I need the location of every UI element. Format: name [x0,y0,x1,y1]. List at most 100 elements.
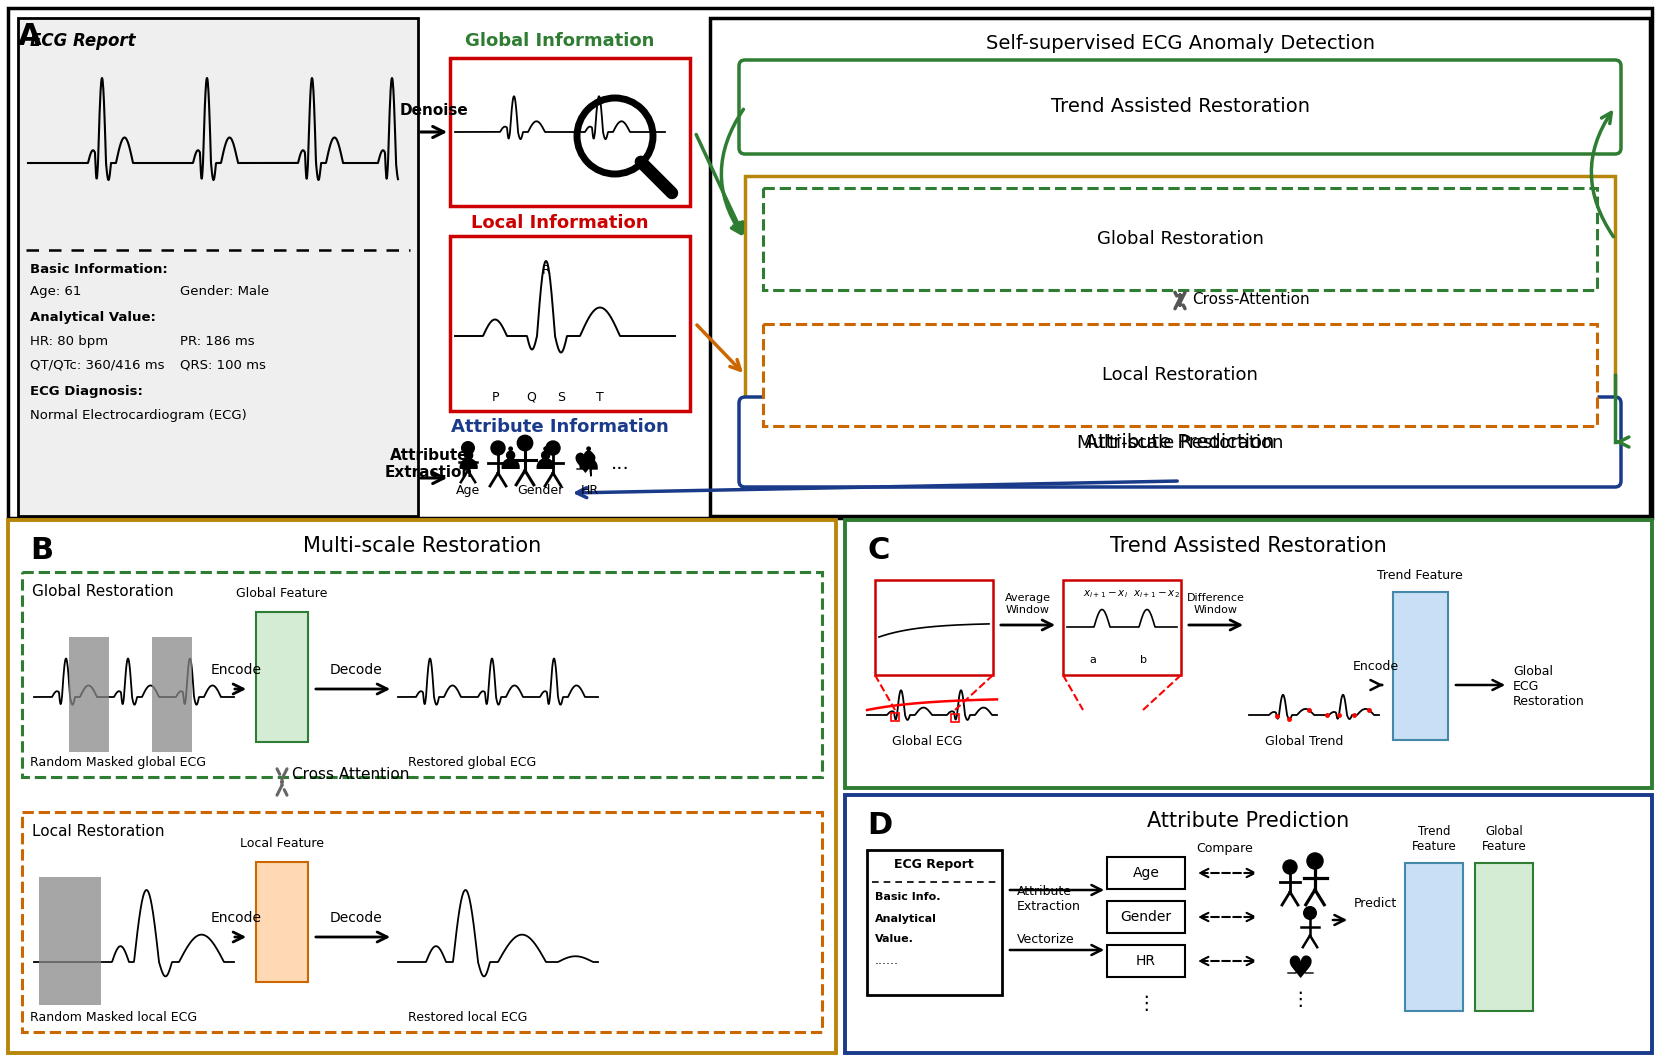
Text: Restored local ECG: Restored local ECG [408,1011,528,1024]
Circle shape [546,441,559,455]
Text: Vectorize: Vectorize [1018,933,1074,946]
Circle shape [491,441,505,455]
Text: Encode: Encode [211,663,262,677]
Text: HR: HR [581,484,599,497]
Text: S: S [558,392,564,404]
Bar [450,236,691,411]
Text: Analytical: Analytical [875,914,936,924]
Bar [710,18,1650,516]
Bar [1107,901,1185,933]
Text: ♟: ♟ [574,446,601,475]
Text: ECG Report: ECG Report [895,858,974,871]
Text: ECG Report: ECG Report [30,32,136,50]
Text: ...: ... [611,454,629,473]
Text: Predict: Predict [1353,897,1396,910]
Text: HR: HR [1135,954,1155,968]
Bar [845,795,1652,1053]
Text: Analytical Value:: Analytical Value: [30,311,156,324]
Text: Attribute Prediction: Attribute Prediction [1147,811,1350,831]
Bar [18,18,418,516]
Circle shape [461,441,475,454]
Text: b: b [1139,655,1147,665]
Text: Decode: Decode [330,663,382,677]
Text: Attribute
Extraction: Attribute Extraction [385,448,473,481]
Bar [450,58,691,206]
Text: Global Feature: Global Feature [236,587,327,601]
Text: Trend Assisted Restoration: Trend Assisted Restoration [1109,536,1386,556]
Text: Cross Attention: Cross Attention [292,767,410,782]
Text: ⋮: ⋮ [1135,994,1155,1013]
Text: ♟: ♟ [455,446,481,475]
Bar [1404,863,1462,1011]
Text: Global Restoration: Global Restoration [32,584,174,599]
Text: Trend
Feature: Trend Feature [1411,825,1456,853]
Text: Encode: Encode [1353,660,1399,673]
Text: R: R [541,264,551,277]
Text: A: A [18,22,42,51]
Text: HR: 80 bpm: HR: 80 bpm [30,335,108,348]
Text: Gender: Gender [516,484,563,497]
Text: Restored global ECG: Restored global ECG [408,756,536,769]
Text: Attribute Prediction: Attribute Prediction [1086,433,1275,452]
Bar [875,580,993,675]
Bar [764,324,1597,427]
Circle shape [1306,853,1323,869]
Text: Cross-Attention: Cross-Attention [1192,293,1310,308]
Text: Basic Information:: Basic Information: [30,263,168,276]
Text: Global
ECG
Restoration: Global ECG Restoration [1512,665,1585,708]
Text: Self-supervised ECG Anomaly Detection: Self-supervised ECG Anomaly Detection [986,34,1374,53]
Text: Normal Electrocardiogram (ECG): Normal Electrocardiogram (ECG) [30,408,247,422]
Text: Local Information: Local Information [471,214,649,232]
Text: Value.: Value. [875,934,915,944]
Bar [845,520,1652,788]
Text: ♥: ♥ [1286,955,1313,984]
Circle shape [1283,860,1296,874]
Bar [8,520,837,1053]
Text: Denoise: Denoise [400,103,468,118]
Text: Compare: Compare [1197,842,1253,855]
Text: a: a [1089,655,1097,665]
Text: Local Restoration: Local Restoration [1102,366,1258,384]
Text: Global Restoration: Global Restoration [1097,230,1263,248]
Text: Age: Age [1132,866,1159,880]
Text: Local Restoration: Local Restoration [32,824,164,839]
Bar [38,877,101,1005]
Text: ECG Diagnosis:: ECG Diagnosis: [30,385,143,398]
Text: Global ECG: Global ECG [891,735,963,748]
Text: Difference
Window: Difference Window [1187,593,1245,615]
Text: Global
Feature: Global Feature [1482,825,1527,853]
Bar [1476,863,1532,1011]
Text: Decode: Decode [330,911,382,925]
Bar [1107,857,1185,889]
Text: Basic Info.: Basic Info. [875,892,941,902]
Text: Random Masked local ECG: Random Masked local ECG [30,1011,198,1024]
Text: C: C [867,536,890,566]
Text: Attribute
Extraction: Attribute Extraction [1018,885,1081,914]
Text: Encode: Encode [211,911,262,925]
Bar [22,812,822,1032]
Bar [1062,580,1180,675]
Text: $x_{i+1}-x_i$: $x_{i+1}-x_i$ [1082,588,1129,599]
Text: Q: Q [526,392,536,404]
Text: ⋮: ⋮ [1290,990,1310,1009]
Bar [153,637,193,752]
Circle shape [518,435,533,451]
Text: Random Masked global ECG: Random Masked global ECG [30,756,206,769]
Text: ♥: ♥ [573,451,598,479]
Bar [8,8,1652,518]
FancyBboxPatch shape [739,60,1622,154]
Bar [951,714,959,723]
Bar [891,713,900,720]
Text: D: D [867,811,893,840]
Text: QT/QTc: 360/416 ms: QT/QTc: 360/416 ms [30,359,164,372]
Bar [764,188,1597,290]
Text: $x_{i+1}-x_2$: $x_{i+1}-x_2$ [1134,588,1180,599]
Text: Local Feature: Local Feature [241,837,324,850]
Text: PR: 186 ms: PR: 186 ms [179,335,254,348]
Bar [70,637,110,752]
Bar [1107,945,1185,977]
Text: Global Information: Global Information [465,32,654,50]
Bar [22,572,822,777]
Text: Global Trend: Global Trend [1265,735,1343,748]
Text: Attribute Information: Attribute Information [452,418,669,436]
